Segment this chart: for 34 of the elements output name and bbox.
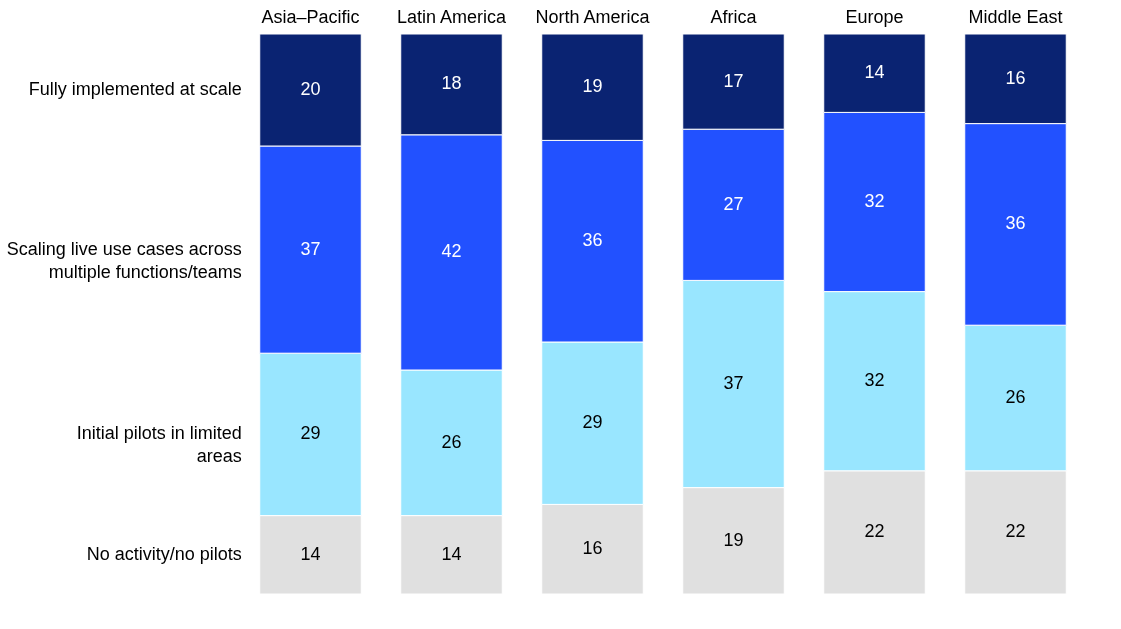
data-label: 27	[723, 193, 744, 214]
x-tick-label: Europe	[845, 6, 904, 27]
data-label: 37	[300, 238, 321, 259]
data-label: 14	[300, 543, 321, 564]
data-label: 16	[582, 538, 603, 559]
data-label: 19	[723, 529, 744, 550]
data-label: 26	[1005, 387, 1026, 407]
series-label: No activity/no pilots	[86, 543, 242, 564]
data-label: 36	[582, 230, 603, 251]
data-label: 16	[1005, 67, 1026, 88]
data-label: 32	[864, 370, 885, 391]
data-label: 14	[441, 543, 462, 564]
data-label: 18	[441, 73, 462, 94]
data-label: 17	[723, 70, 744, 91]
x-tick-label: Middle East	[968, 6, 1063, 27]
data-label: 32	[864, 191, 885, 211]
x-tick-label: Latin America	[396, 6, 508, 27]
x-tick-label: North America	[535, 6, 651, 27]
series-label: Fully implemented at scale	[28, 79, 242, 99]
x-tick-label: Africa	[710, 6, 758, 27]
x-tick-label: Asia–Pacific	[261, 6, 360, 27]
data-label: 20	[300, 79, 321, 99]
data-label: 42	[441, 241, 462, 262]
data-label: 14	[864, 62, 885, 83]
data-label: 36	[1005, 213, 1026, 234]
data-label: 19	[582, 76, 603, 97]
data-label: 29	[300, 423, 321, 444]
data-label: 37	[723, 373, 744, 393]
data-label: 26	[441, 431, 462, 452]
data-label: 22	[864, 521, 885, 542]
data-label: 29	[582, 412, 603, 433]
series-label: Scaling live use cases across multiple functions/teams	[6, 238, 242, 282]
series-label: Initial pilots in limited areas	[76, 423, 242, 467]
data-label: 22	[1005, 521, 1026, 542]
